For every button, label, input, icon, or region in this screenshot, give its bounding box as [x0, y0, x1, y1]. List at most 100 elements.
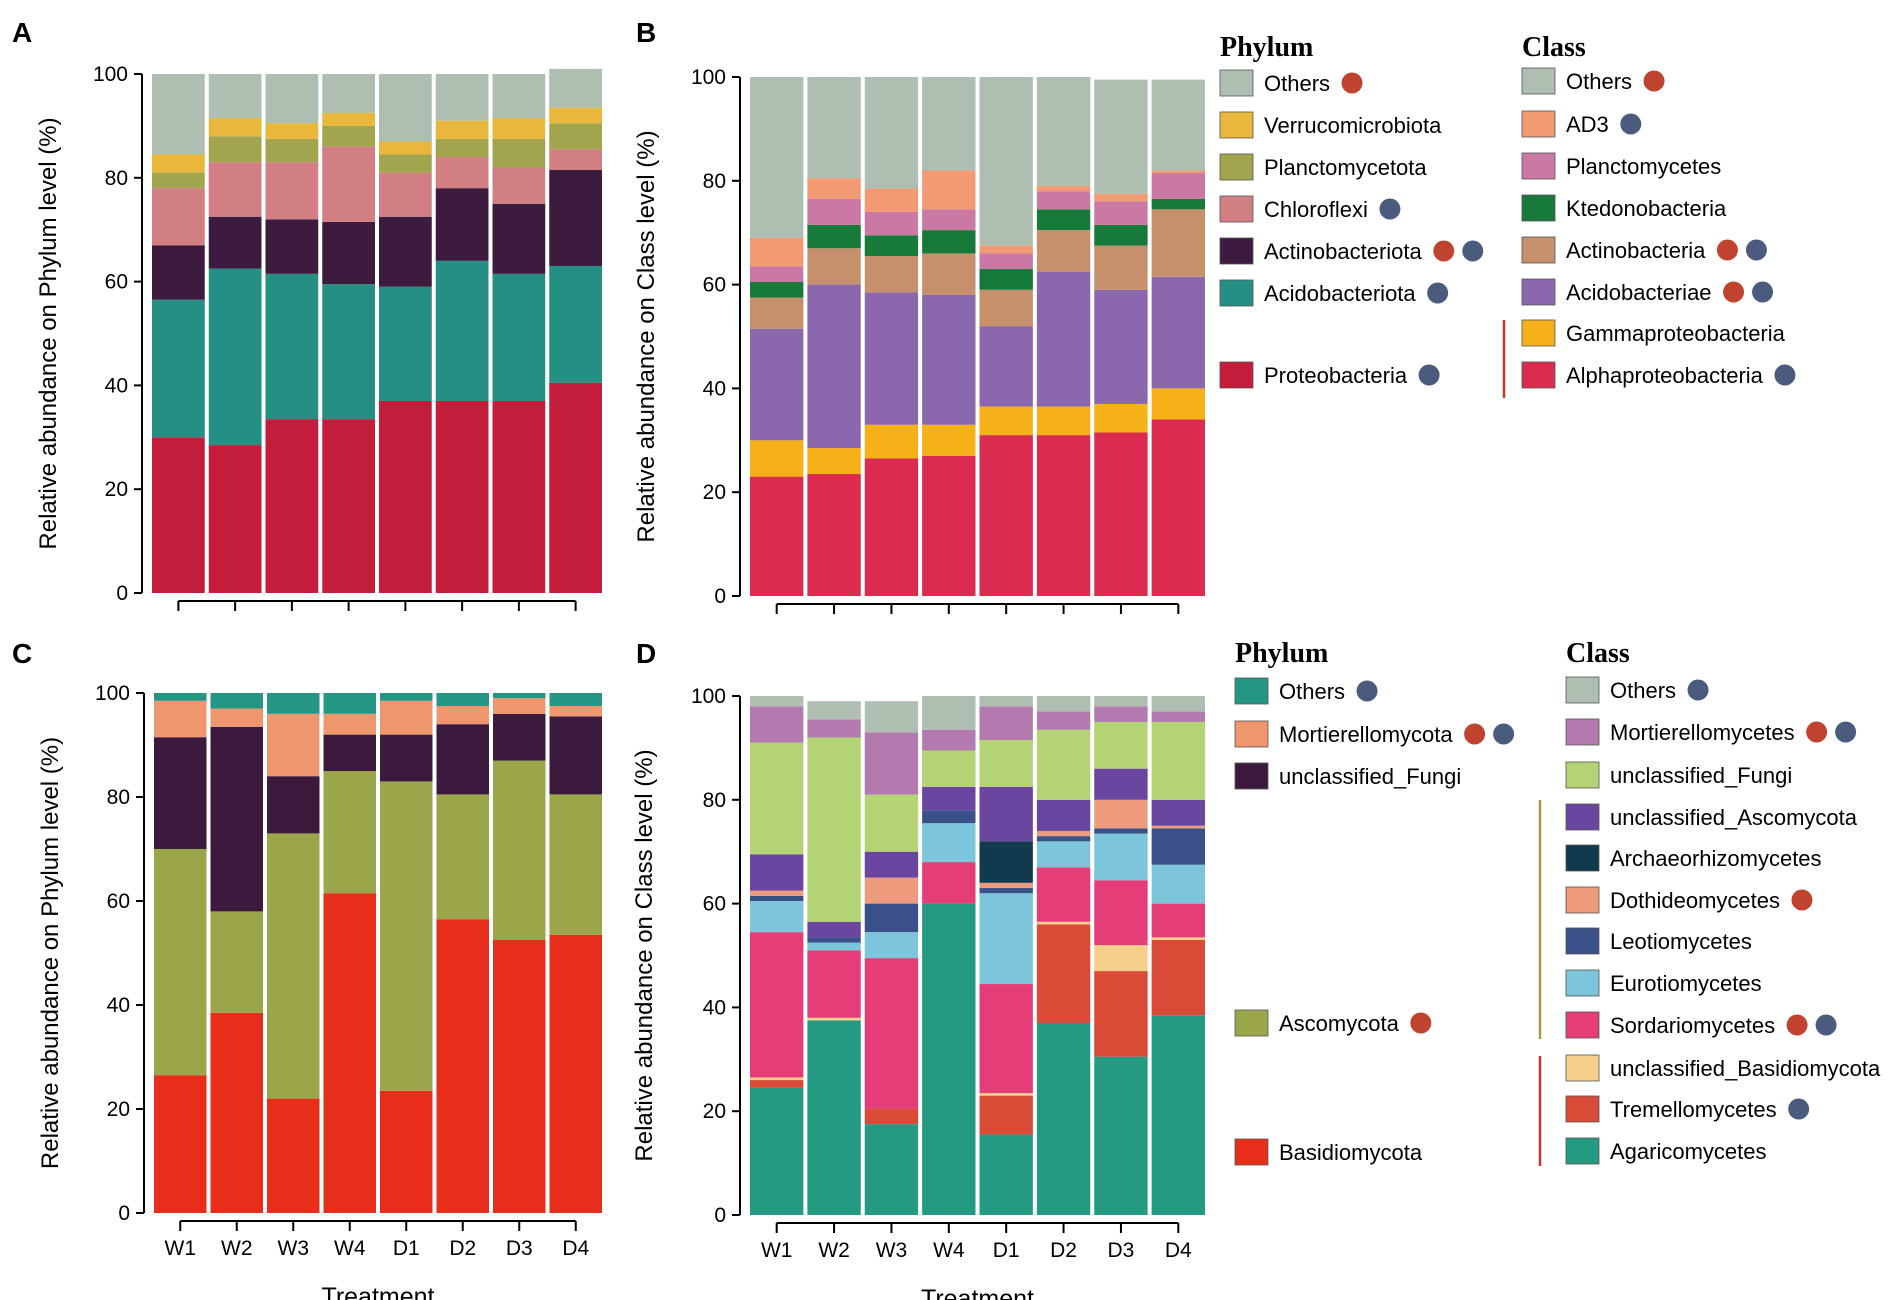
- x-tick-label-d-d3: D3: [1108, 1239, 1135, 1262]
- bar-d-d2-mortierellomycetes: [1036, 711, 1091, 730]
- bar-a-d3-acidobacteriota: [492, 273, 546, 401]
- bar-a-d3-verrucomicrobiota: [492, 118, 546, 139]
- bar-d-w2-agaricomycetes: [807, 1020, 861, 1216]
- bar-a-w2-acidobacteriota: [208, 268, 262, 446]
- bar-a-w3-planctomycetota: [265, 138, 319, 163]
- legend-bottom-class-label-agaricomycetes: Agaricomycetes: [1610, 1139, 1767, 1164]
- bar-a-d2-others: [435, 74, 489, 121]
- legend-bottom-class-label-others: Others: [1610, 678, 1676, 703]
- bar-d-d1-unclassified-ascomycota: [979, 786, 1033, 842]
- bar-b-w4-alphaproteobacteria: [922, 455, 976, 596]
- legend-bottom-phylum-label-basidiomycota: Basidiomycota: [1279, 1140, 1423, 1165]
- legend-bottom-class-swatch-unclassified-ascomycota: [1565, 803, 1600, 831]
- bar-c-d4-mortierellomycota: [549, 706, 602, 717]
- bar-d-d4-dothideomycetes: [1151, 825, 1206, 829]
- bar-a-w3-proteobacteria: [265, 419, 319, 593]
- x-tick-label-d-d2: D2: [1050, 1239, 1077, 1262]
- bar-b-d2-alphaproteobacteria: [1036, 435, 1091, 596]
- y-tick-label-a-20: 20: [105, 478, 128, 501]
- bar-c-w3-others: [267, 693, 320, 714]
- legend-top-class-alphaproteobacteria-blue-dot: [1774, 364, 1796, 386]
- legend-top-class-others-red-dot: [1643, 70, 1665, 92]
- bar-c-w2-ascomycota: [210, 911, 263, 1013]
- bar-a-w3-acidobacteriota: [265, 273, 319, 420]
- bar-d-d4-unclassified-basidiomycota: [1151, 937, 1206, 940]
- legend-top-class-swatch-planctomycetes: [1521, 152, 1556, 180]
- bar-d-d2-eurotiomycetes: [1036, 841, 1091, 868]
- bar-b-w1-ktedonobacteria: [750, 282, 804, 298]
- bar-b-w1-others: [750, 77, 804, 238]
- legend-bottom-class-swatch-mortierellomycetes: [1565, 718, 1600, 746]
- bar-a-w4-planctomycetota: [322, 125, 375, 147]
- bar-c-d4-basidiomycota: [549, 934, 602, 1213]
- bar-b-d2-ad3: [1036, 185, 1091, 192]
- legend-bottom-phylum-swatch-mortierellomycota: [1234, 720, 1269, 748]
- bar-d-w3-leotiomycetes: [864, 903, 919, 933]
- bar-d-d2-unclassified-basidiomycota: [1036, 921, 1091, 925]
- legend-top-phylum-swatch-others: [1219, 69, 1254, 97]
- bar-a-w3-others: [265, 74, 319, 124]
- legend-bottom-phylum-swatch-ascomycota: [1234, 1009, 1269, 1037]
- bar-b-d1-planctomycetes: [979, 253, 1033, 270]
- y-tick-label-d-80: 80: [703, 789, 726, 812]
- bar-c-w1-unclassified-fungi: [154, 737, 207, 849]
- bar-c-d2-basidiomycota: [436, 919, 489, 1213]
- legend-bottom-phylum-swatch-unclassified-fungi: [1234, 762, 1269, 790]
- bar-a-w2-planctomycetota: [208, 136, 262, 163]
- x-axis-label-c: Treatment: [321, 1283, 434, 1300]
- bar-a-d2-proteobacteria: [435, 400, 489, 593]
- bar-d-d4-unclassified-ascomycota: [1151, 799, 1206, 826]
- bar-b-w4-actinobacteria: [922, 253, 976, 295]
- bar-a-w4-others: [322, 74, 375, 113]
- legend-bottom-class-label-unclassified-ascomycota: unclassified_Ascomycota: [1610, 805, 1858, 830]
- bar-b-d2-others: [1036, 77, 1091, 186]
- bar-a-d4-planctomycetota: [549, 123, 602, 150]
- bar-d-w1-others: [750, 696, 804, 707]
- bar-d-w2-others: [807, 701, 861, 720]
- bar-d-w2-leotiomycetes: [807, 937, 861, 943]
- bar-d-w3-others: [864, 701, 919, 733]
- legend-bottom-phylum-mortierellomycota-blue-dot: [1493, 723, 1515, 745]
- bar-d-d4-unclassified-fungi: [1151, 721, 1206, 800]
- legend-top-class-label-ad3: AD3: [1566, 112, 1609, 137]
- bar-d-d1-dothideomycetes: [979, 882, 1033, 889]
- y-tick-label-d-20: 20: [703, 1100, 726, 1123]
- y-axis-label-c: Relative abundance on Phylum level (%): [37, 737, 64, 1169]
- bar-d-d2-agaricomycetes: [1036, 1022, 1091, 1215]
- legend-top-phylum-actinobacteriota-blue-dot: [1462, 240, 1484, 262]
- legend-top-class-label-alphaproteobacteria: Alphaproteobacteria: [1566, 363, 1764, 388]
- legend-top-phylum-swatch-planctomycetota: [1219, 153, 1254, 181]
- bar-b-w4-ad3: [922, 170, 976, 210]
- x-tick-label-d-d4: D4: [1165, 1239, 1192, 1262]
- bar-d-w4-agaricomycetes: [922, 903, 976, 1215]
- bar-c-w4-ascomycota: [323, 771, 376, 894]
- x-tick-label-d-w4: W4: [933, 1239, 965, 1262]
- bar-d-d2-tremellomycetes: [1036, 924, 1091, 1023]
- x-tick-label-c-w3: W3: [278, 1237, 310, 1260]
- bar-b-w2-ad3: [807, 178, 861, 199]
- bar-b-w3-planctomycetes: [864, 211, 919, 236]
- bar-d-d3-dothideomycetes: [1094, 799, 1148, 829]
- y-tick-label-d-0: 0: [714, 1204, 726, 1227]
- legend-top-phylum: Phylum Others Verrucomicrobiota Planctomyce…: [1219, 32, 1484, 389]
- legend-bottom-class-sordariomycetes-red-dot: [1786, 1014, 1808, 1036]
- bar-d-d3-unclassified-fungi: [1094, 721, 1148, 769]
- bar-a-w2-proteobacteria: [208, 445, 262, 593]
- y-tick-label-b-80: 80: [703, 170, 726, 193]
- bar-d-d3-others: [1094, 696, 1148, 707]
- legend-bottom-class-swatch-unclassified-basidiomycota: [1565, 1054, 1600, 1082]
- legend-top-class-label-planctomycetes: Planctomycetes: [1566, 154, 1721, 179]
- x-tick-label-d-w2: W2: [818, 1239, 850, 1262]
- y-tick-label-c-20: 20: [107, 1098, 130, 1121]
- bar-b-d3-planctomycetes: [1094, 201, 1148, 225]
- panel-label-b: B: [636, 17, 656, 48]
- bar-d-d4-tremellomycetes: [1151, 939, 1206, 1016]
- bar-d-w2-sordariomycetes: [807, 950, 861, 1018]
- bar-c-w1-mortierellomycota: [154, 700, 207, 738]
- legend-bottom-class-others-blue-dot: [1687, 679, 1709, 701]
- bar-d-d1-eurotiomycetes: [979, 893, 1033, 985]
- bar-d-d2-sordariomycetes: [1036, 867, 1091, 922]
- bar-d-d2-unclassified-fungi: [1036, 729, 1091, 800]
- y-tick-label-b-60: 60: [703, 274, 726, 297]
